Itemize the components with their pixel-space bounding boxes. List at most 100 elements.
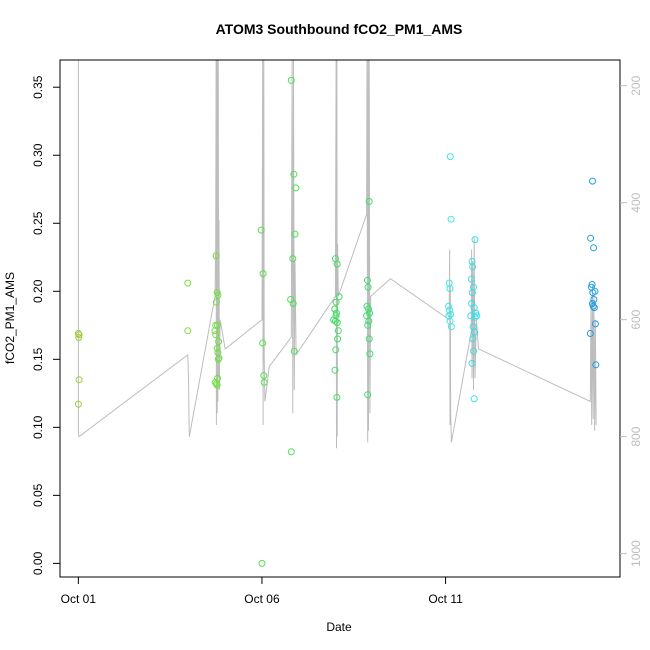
data-point (447, 215, 455, 223)
data-point (445, 302, 452, 310)
data-point (258, 559, 266, 567)
data-point (75, 376, 83, 384)
data-point (447, 310, 455, 318)
y-tick-label: 0.05 (31, 483, 45, 507)
data-point (184, 327, 192, 335)
data-point (291, 230, 299, 238)
data-point (292, 184, 300, 192)
chart-title: ATOM3 Southbound fCO2_PM1_AMS (216, 21, 463, 37)
y-tick-label: 0.35 (31, 75, 45, 99)
data-point (333, 260, 341, 268)
data-point (214, 355, 222, 363)
data-point (590, 244, 598, 252)
data-point (333, 393, 341, 401)
data-point (590, 304, 598, 312)
x-axis: Oct 01 Oct 06 Oct 11 (61, 576, 463, 606)
data-point (468, 289, 476, 297)
data-point (592, 361, 600, 369)
data-point (331, 366, 339, 374)
y-axis: 0.00 0.05 0.10 0.15 0.20 0.25 0.30 0.35 (31, 75, 61, 575)
right-y-tick-label: 800 (629, 426, 643, 446)
data-point (287, 448, 295, 456)
data-point (589, 302, 597, 310)
right-y-tick-label: 200 (629, 75, 643, 95)
data-point (588, 281, 596, 288)
data-point (213, 381, 221, 389)
y-tick-label: 0.30 (31, 143, 45, 167)
data-point (468, 257, 476, 265)
x-axis-label: Date (326, 620, 352, 634)
data-point (590, 296, 598, 303)
x-tick-label: Oct 11 (428, 592, 463, 606)
data-point (447, 323, 455, 331)
data-point (446, 153, 454, 161)
y-tick-label: 0.20 (31, 279, 45, 303)
data-point (471, 236, 479, 244)
data-point (363, 276, 371, 284)
data-point (184, 279, 192, 287)
data-point (365, 198, 373, 205)
x-tick-label: Oct 06 (244, 592, 280, 606)
data-point (587, 234, 595, 242)
data-point (334, 327, 342, 335)
data-point (333, 319, 341, 327)
x-tick-label: Oct 01 (61, 592, 97, 606)
data-point (332, 312, 340, 320)
data-point (469, 263, 477, 271)
data-point (213, 289, 221, 297)
data-point (467, 275, 475, 283)
data-point (334, 335, 342, 343)
data-point (212, 380, 220, 388)
right-y-tick-label: 400 (629, 192, 643, 212)
data-point (212, 331, 220, 339)
data-point (335, 293, 343, 301)
data-point (331, 305, 339, 313)
data-point (212, 298, 220, 306)
right-axis: 200 400 600 800 1000 (620, 75, 643, 567)
data-point (74, 400, 82, 408)
data-point (586, 330, 594, 337)
data-point (591, 320, 599, 328)
y-tick-label: 0.10 (31, 415, 45, 439)
y-axis-label: fCO2_PM1_AMS (3, 272, 17, 364)
data-point (471, 313, 479, 321)
data-point (446, 285, 454, 293)
data-point (470, 347, 477, 355)
data-point (471, 328, 479, 336)
data-point (333, 309, 340, 317)
data-point (75, 334, 83, 341)
data-point (467, 312, 475, 320)
data-point (289, 300, 297, 307)
data-point (259, 270, 267, 278)
data-point (259, 339, 267, 347)
points-layer (74, 76, 600, 567)
y-tick-label: 0.15 (31, 347, 45, 371)
data-point (75, 331, 83, 339)
data-point (260, 378, 268, 386)
right-y-tick-label: 600 (629, 309, 643, 329)
data-point (289, 255, 297, 263)
data-point (589, 177, 596, 185)
data-point (257, 226, 265, 234)
data-point (364, 283, 372, 291)
data-point (365, 335, 373, 343)
data-point (364, 321, 372, 329)
data-point (589, 300, 596, 307)
y-tick-label: 0.25 (31, 211, 45, 235)
data-point (260, 372, 268, 380)
data-point (214, 291, 222, 299)
data-point (364, 391, 372, 399)
data-point (365, 305, 372, 313)
data-point (290, 170, 298, 178)
data-point (332, 346, 340, 354)
data-point (365, 317, 373, 325)
data-point (215, 338, 223, 346)
data-point (366, 350, 374, 358)
data-point (589, 289, 597, 297)
right-y-tick-label: 1000 (629, 540, 643, 567)
data-point (331, 317, 339, 325)
data-point (212, 252, 220, 260)
data-point (290, 347, 298, 355)
